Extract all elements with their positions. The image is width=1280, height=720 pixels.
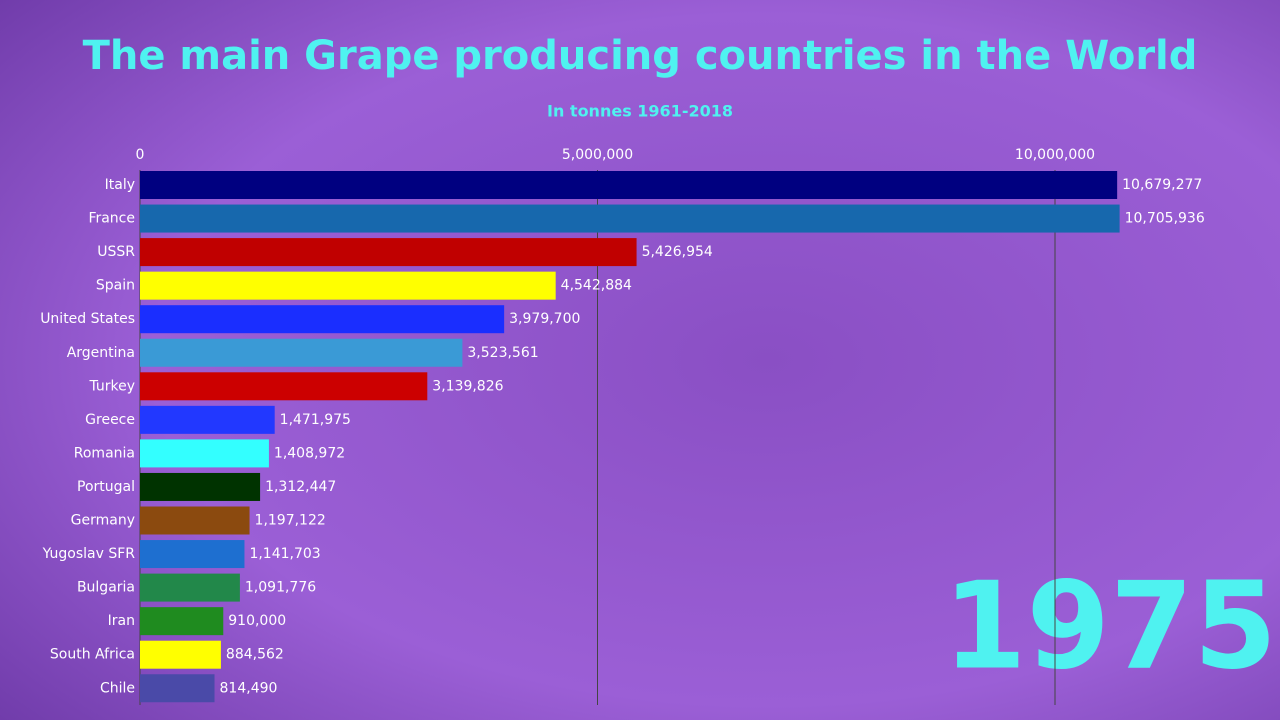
- bar: [140, 540, 245, 569]
- category-label: Germany: [71, 513, 135, 529]
- value-label: 1,091,776: [245, 580, 316, 596]
- value-label: 10,679,277: [1122, 177, 1202, 193]
- value-label: 910,000: [228, 613, 286, 629]
- bar: [140, 674, 215, 703]
- category-label: Portugal: [77, 479, 135, 495]
- value-label: 1,408,972: [274, 445, 345, 461]
- bar: [140, 472, 261, 501]
- category-label: Chile: [100, 680, 135, 696]
- chart-title: The main Grape producing countries in th…: [83, 33, 1198, 79]
- x-tick-label: 10,000,000: [1015, 147, 1095, 163]
- value-label: 1,197,122: [255, 513, 326, 529]
- year-label: 1975: [943, 558, 1277, 697]
- category-label: South Africa: [50, 647, 135, 663]
- value-label: 884,562: [226, 647, 284, 663]
- bar: [140, 640, 221, 669]
- category-label: Argentina: [67, 345, 135, 361]
- bar: [140, 238, 637, 267]
- bar: [140, 338, 463, 367]
- value-label: 4,542,884: [561, 278, 632, 294]
- value-label: 3,979,700: [509, 311, 580, 327]
- category-label: Spain: [96, 278, 135, 294]
- category-label: Italy: [105, 177, 135, 193]
- category-label: USSR: [97, 244, 135, 260]
- category-label: Turkey: [88, 378, 135, 394]
- value-label: 10,705,936: [1125, 211, 1205, 227]
- bar: [140, 405, 275, 434]
- category-label: United States: [40, 311, 135, 327]
- bar: [140, 607, 224, 636]
- bar: [140, 439, 269, 468]
- value-label: 3,139,826: [432, 378, 503, 394]
- x-tick-label: 5,000,000: [562, 147, 633, 163]
- category-label: Yugoslav SFR: [42, 546, 136, 562]
- bar: [140, 573, 240, 602]
- x-tick-label: 0: [136, 147, 145, 163]
- category-label: Romania: [74, 445, 135, 461]
- value-label: 1,141,703: [249, 546, 320, 562]
- category-label: Bulgaria: [77, 580, 135, 596]
- bar: [140, 171, 1118, 199]
- value-label: 1,471,975: [280, 412, 351, 428]
- value-label: 814,490: [220, 680, 278, 696]
- bar: [140, 271, 556, 300]
- bar: [140, 372, 428, 401]
- category-label: France: [88, 211, 135, 227]
- bar: [140, 506, 250, 535]
- value-label: 3,523,561: [467, 345, 538, 361]
- bar: [140, 305, 505, 334]
- chart-subtitle: In tonnes 1961-2018: [547, 102, 733, 121]
- value-label: 5,426,954: [642, 244, 713, 260]
- category-label: Iran: [108, 613, 135, 629]
- bar: [140, 204, 1120, 233]
- category-label: Greece: [85, 412, 135, 428]
- value-label: 1,312,447: [265, 479, 336, 495]
